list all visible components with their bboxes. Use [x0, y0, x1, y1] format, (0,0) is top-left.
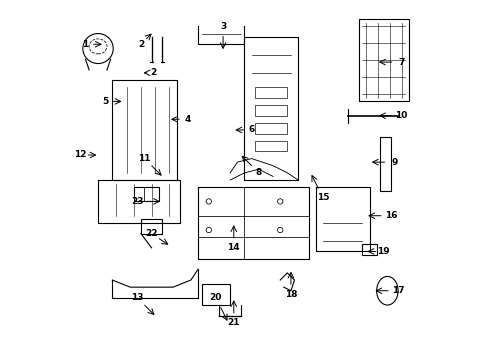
Text: 1: 1 [82, 40, 88, 49]
Text: 22: 22 [145, 229, 158, 238]
Bar [134, 187, 159, 202]
Bar [255, 105, 287, 116]
Text: 19: 19 [377, 247, 389, 256]
Text: 15: 15 [316, 193, 328, 202]
Bar [255, 87, 287, 98]
Bar [141, 219, 162, 234]
Text: 5: 5 [102, 97, 108, 106]
Bar [255, 123, 287, 134]
Text: 16: 16 [384, 211, 396, 220]
Text: 12: 12 [74, 150, 86, 159]
Bar [362, 244, 376, 255]
Text: 17: 17 [391, 286, 404, 295]
Text: 14: 14 [227, 243, 240, 252]
Text: 20: 20 [209, 293, 222, 302]
Text: 21: 21 [227, 318, 240, 327]
Text: 13: 13 [131, 293, 143, 302]
Text: 2: 2 [150, 68, 156, 77]
Text: 10: 10 [395, 111, 407, 120]
Bar [201, 284, 230, 305]
Text: 8: 8 [255, 168, 262, 177]
Text: 2: 2 [138, 40, 144, 49]
Bar [255, 141, 287, 152]
Text: 3: 3 [220, 22, 226, 31]
Text: 7: 7 [398, 58, 404, 67]
Text: 4: 4 [184, 115, 190, 124]
Text: 6: 6 [248, 126, 254, 135]
Text: 18: 18 [284, 290, 297, 299]
Text: 23: 23 [131, 197, 143, 206]
Text: 9: 9 [390, 158, 397, 167]
Text: 11: 11 [138, 154, 150, 163]
